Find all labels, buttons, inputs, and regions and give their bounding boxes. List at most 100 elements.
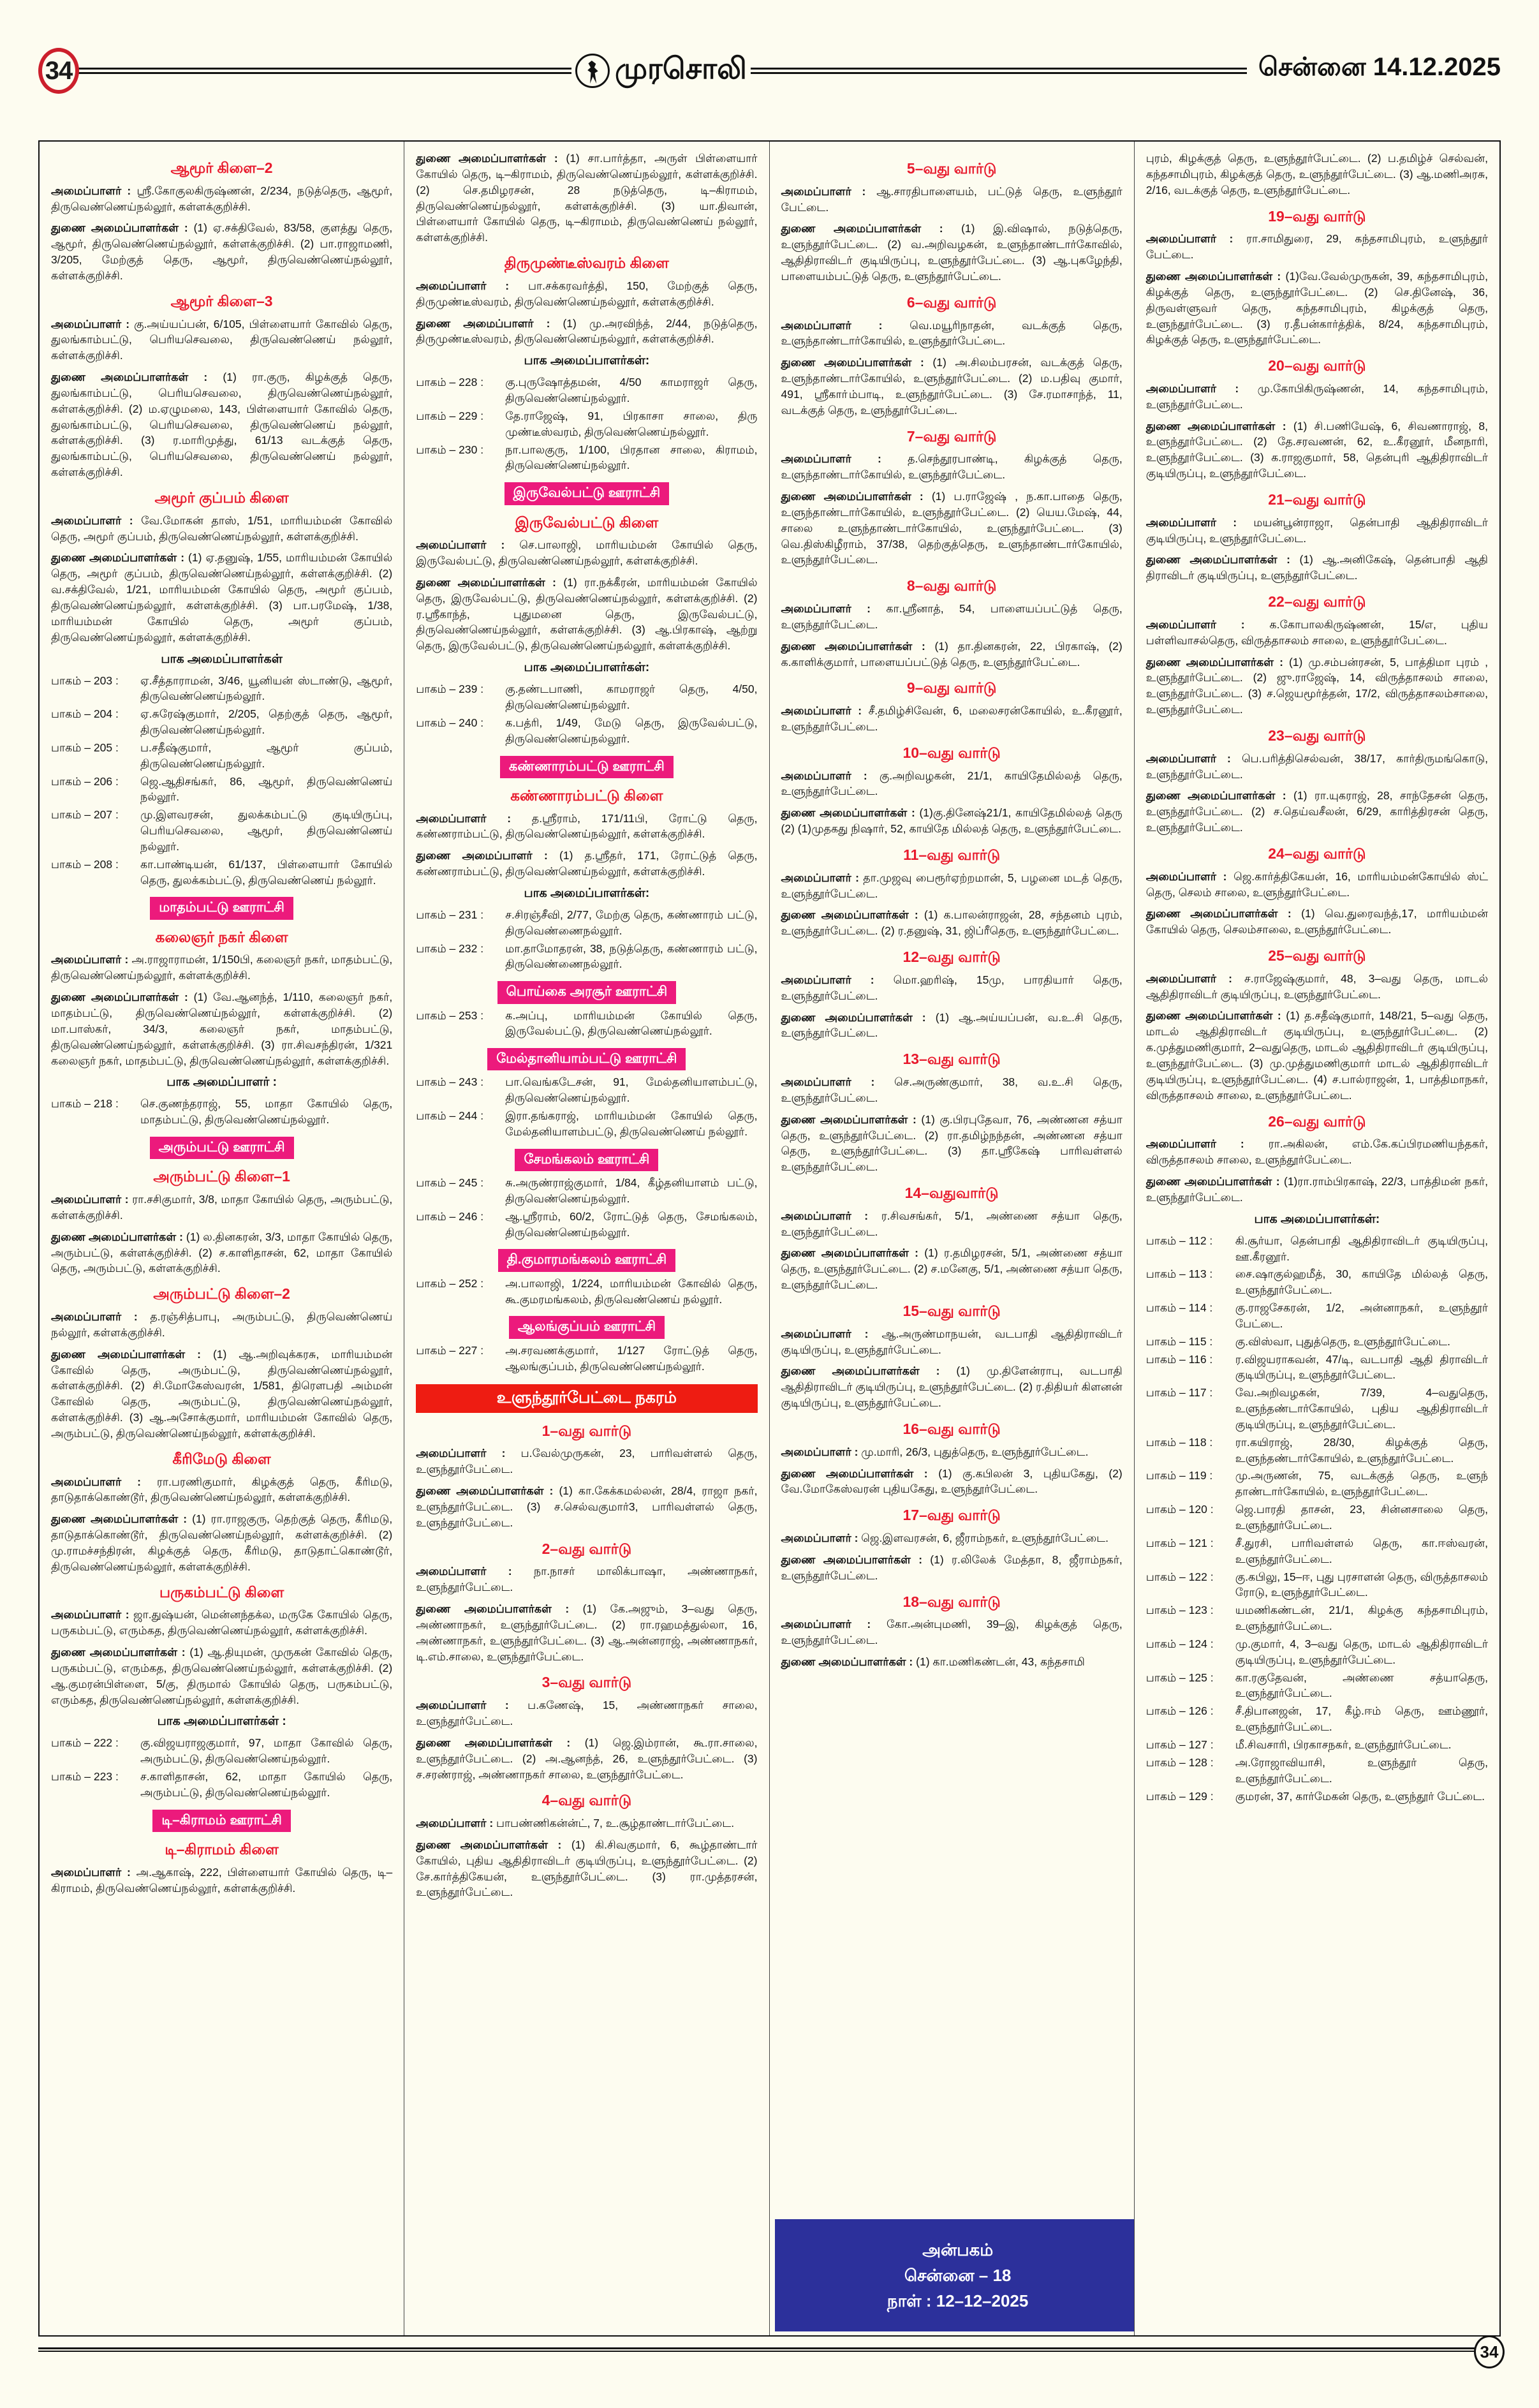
entry-role-label: அமைப்பாளர் : (781, 704, 862, 718)
ward-heading: 22–வது வார்டு (1268, 593, 1366, 610)
masthead-rule-left (75, 68, 571, 74)
part-row: பாகம் – 203 : ஏ.சீத்தாராமன், 3/46, யூனியன… (51, 673, 392, 705)
part-organizers-label: பாக அமைப்பாளர்கள் : (157, 1715, 286, 1729)
part-row: பாகம் – 117 : வே.அறிவழகன், 7/39, 4–வதுதெர… (1146, 1385, 1488, 1433)
entry-role-label: துணை அமைப்பாளர்கள் : (1145, 1174, 1280, 1188)
branch-heading: கண்ணாரம்பட்டு கிளை (510, 787, 663, 804)
branch-heading: திருமுண்டீஸ்வரம் கிளை (504, 255, 669, 272)
part-row: பாகம் – 115 : கு.விஸ்வா, புதுத்தெரு, உளுந… (1146, 1334, 1488, 1350)
entry-role-label: அமைப்பாளர் : (781, 1075, 875, 1088)
branch-heading: அரும்பட்டு கிளை–1 (153, 1168, 290, 1185)
ward-heading: 15–வது வார்டு (902, 1303, 1001, 1319)
ward-heading: 14–வதுவார்டு (904, 1185, 999, 1202)
part-organizer-name: ப.சதீஷ்குமார், ஆமூர் குப்பம், திருவெண்ணெ… (140, 741, 393, 770)
entry-paragraph: அமைப்பாளர் : நா.நாசர் மாலிக்பாஷா, அண்ணாந… (416, 1565, 758, 1594)
part-organizer-name: கா.பாண்டியன், 61/137, பிள்ளையார் கோயில் … (140, 857, 393, 887)
entry-paragraph: அமைப்பாளர் : பெ.பரித்திசெல்வன், 38/17, க… (1145, 751, 1488, 781)
entry-role-label: துணை அமைப்பாளர்கள் : (416, 1484, 554, 1498)
part-organizer-name: இரா.தங்கராஜ், மாரியம்மன் கோயில் தெரு, மே… (505, 1109, 758, 1138)
part-organizer-name: நா.பாலகுரு, 1/100, பிரதான சாலை, கிராமம்,… (505, 443, 758, 472)
part-row: பாகம் – 208 : கா.பாண்டியன், 61/137, பிள்ள… (51, 857, 392, 889)
part-row: பாகம் – 240 : க.பத்ரி, 1/49, மேடு தெரு, இ… (416, 715, 757, 747)
entry-role-label: துணை அமைப்பாளர்கள் : (781, 356, 924, 369)
entry-paragraph: துணை அமைப்பாளர்கள் : (1)கு.தினேஷ்21/1, க… (781, 806, 1123, 836)
entry-paragraph: துணை அமைப்பாளர்கள் : (1) அ.சிலம்பரசன், வ… (781, 356, 1123, 417)
entry-role-label: அமைப்பாளர் : (51, 1475, 141, 1488)
entry-role-label: துணை அமைப்பாளர்கள் : (416, 152, 558, 165)
entry-paragraph: அமைப்பாளர் : ஆ.அருண்மாநயன், வடபாதி ஆதிதி… (781, 1327, 1123, 1356)
entry-role-label: துணை அமைப்பாளர்கள் : (1145, 1009, 1281, 1023)
torch-emblem-icon (575, 54, 610, 88)
entry-paragraph: துணை அமைப்பாளர்கள் : (1) ஏ.தனுஷ், 1/55, … (51, 551, 393, 644)
part-number: பாகம் – 125 : (1145, 1671, 1214, 1684)
entry-role-label: அமைப்பாளர் : (416, 538, 505, 552)
part-number: பாகம் – 115 : (1145, 1334, 1213, 1348)
entry-paragraph: துணை அமைப்பாளர்கள் : (1) ரா.நக்கீரன், மா… (416, 575, 758, 653)
part-row: பாகம் – 253 : க.அப்பு, மாரியம்மன் கோயில் … (416, 1008, 757, 1040)
ward-heading: 19–வது வார்டு (1268, 207, 1366, 225)
part-row: பாகம் – 223 : ச.காளிதாசன், 62, மாதா கோயில… (51, 1769, 392, 1801)
entry-role-label: துணை அமைப்பாளர்கள் : (781, 639, 925, 653)
ward-heading: 1–வது வார்டு (541, 1422, 632, 1439)
part-row: பாகம் – 252 : அ.பாலாஜி, 1/224, மாரியம்மன்… (416, 1276, 757, 1308)
entry-role-label: துணை அமைப்பாளர்கள் : (416, 575, 556, 589)
part-row: பாகம் – 119 : மு.அருணன், 75, வடக்குத் தெர… (1146, 1468, 1488, 1500)
part-row: பாகம் – 120 : ஜெ.பாரதி தாசன், 23, சின்னசா… (1146, 1502, 1488, 1533)
entry-paragraph: துணை அமைப்பாளர்கள் : (1) ஜெ.இம்ரான், கூ.… (416, 1736, 758, 1781)
entry-paragraph: அமைப்பாளர் : செ.பாலாஜி, மாரியம்மன் கோயில… (416, 538, 758, 568)
part-row: பாகம் – 227 : அ.சரவணக்குமார், 1/127 ரோட்ட… (416, 1343, 757, 1375)
entry-paragraph: அமைப்பாளர் : மயன்பூன்ராஜா, தென்பாதி ஆதித… (1145, 515, 1488, 545)
part-row: பாகம் – 244 : இரா.தங்கராஜ், மாரியம்மன் கோ… (416, 1108, 757, 1140)
entry-role-label: துணை அமைப்பாளர்கள் : (51, 371, 208, 384)
masthead: 34 முரசொலி சென்னை 14.12.2025 (38, 33, 1501, 108)
entry-role-label: அமைப்பாளர் : (1145, 381, 1239, 395)
panchayat-heading: பொய்கை அரசூர் ஊராட்சி (497, 981, 677, 1004)
ward-heading: 3–வது வார்டு (541, 1674, 632, 1691)
ward-heading: 8–வது வார்டு (906, 577, 997, 595)
ward-heading: 5–வது வார்டு (906, 160, 997, 177)
entry-paragraph: அமைப்பாளர் : கு.அறிவழகன், 21/1, காயிதேமி… (781, 769, 1123, 798)
part-number: பாகம் – 218 : (51, 1097, 119, 1111)
ward-heading: 24–வது வார்டு (1268, 845, 1366, 862)
entry-role-label: அமைப்பாளர் : (416, 811, 512, 825)
entry-role-label: துணை அமைப்பாளர்கள் : (1145, 419, 1286, 432)
part-number: பாகம் – 126 : (1145, 1704, 1214, 1718)
entry-paragraph: துணை அமைப்பாளர்கள் : (1) வெ.துரைவந்த்,17… (1145, 907, 1488, 936)
entry-role-label: அமைப்பாளர் : (51, 317, 130, 330)
ward-heading: 20–வது வார்டு (1268, 357, 1366, 374)
part-organizer-name: கு.விஜயராஜகுமார், 97, மாதா கோவில் தெரு, … (140, 1736, 393, 1766)
part-number: பாகம் – 239 : (416, 683, 484, 696)
entry-paragraph: துணை அமைப்பாளர்கள் : (1) ரா.ராஜகுரு, தெற… (51, 1512, 393, 1573)
part-organizer-name: மீ.சிவசாரி, பிரகாசநகர், உளுந்தூர்பேட்டை. (1235, 1738, 1452, 1751)
panchayat-heading: இருவேல்பட்டு ஊராட்சி (504, 482, 670, 505)
panchayat-heading: மேல்தானியாம்பட்டு ஊராட்சி (487, 1048, 686, 1071)
part-number: பாகம் – 231 : (416, 908, 484, 921)
entry-paragraph: துணை அமைப்பாளர்கள் : (1)வே.வேல்முருகன், … (1145, 269, 1488, 346)
part-organizer-name: சை.ஷாகுல்ஹமீத், 30, காயிதே மில்லத் தெரு,… (1235, 1267, 1488, 1297)
part-organizer-name: யமணிகண்டன், 21/1, கிழக்கு கந்தசாமிபுரம்,… (1235, 1604, 1488, 1633)
entry-paragraph: துணை அமைப்பாளர்கள் : (1) ரா.குரு, கிழக்க… (51, 371, 393, 479)
entry-paragraph: அமைப்பாளர் : ஜெ.கார்த்திகேயன், 16, மாரிய… (1145, 869, 1488, 899)
part-row: பாகம் – 121 : சீ.துரசி, பாரிவள்ளல் தெரு, … (1146, 1535, 1488, 1567)
entry-role-label: அமைப்பாளர் : (781, 1209, 869, 1222)
part-number: பாகம் – 222 : (51, 1736, 119, 1750)
entry-paragraph: துணை அமைப்பாளர்கள் : (1) ஆ.அறிவுக்கரசு, … (51, 1347, 393, 1440)
entry-paragraph: அமைப்பாளர் : ஜா.துஷ்யன், மென்னந்தக்ல, மர… (51, 1608, 393, 1637)
entry-role-label: அமைப்பாளர் : (416, 1565, 512, 1578)
branch-heading: பருகம்பட்டு கிளை (159, 1583, 284, 1600)
part-organizer-name: கு.ராஜசேகரன், 1/2, அன்னாநகர், உளுந்தூர் … (1235, 1301, 1488, 1330)
part-organizer-name: மு.இளவரசன், துலக்கம்பட்டு குடியிருப்பு, … (140, 808, 393, 853)
panchayat-heading: தி.குமாரமங்கலம் ஊராட்சி (497, 1249, 676, 1272)
part-organizer-name: சு.அருண்ராஜ்குமார், 1/84, கீழ்தனியாளம் ப… (505, 1176, 758, 1205)
entry-role-label: அமைப்பாளர் : (1145, 971, 1232, 985)
entry-paragraph: துணை அமைப்பாளர்கள் : (1) சி.பணியேஷ், 6, … (1145, 419, 1488, 480)
entry-paragraph: அமைப்பாளர் : க.கோபாலகிருஷ்ணன், 15/எ, புத… (1145, 617, 1488, 647)
entry-role-label: துணை அமைப்பாளர்கள் : (781, 1112, 917, 1126)
entry-paragraph: அமைப்பாளர் : ரா.சாமிதுரை, 29, கந்தசாமிபு… (1145, 232, 1488, 262)
signature-panel: அன்பகம்சென்னை – 18நாள் : 12–12–2025உதயநி… (774, 2219, 1134, 2331)
entry-role-label: துணை அமைப்பாளர் : (416, 849, 548, 862)
column-4: புரம், கிழக்குத் தெரு, உளுந்தூர்பேட்டை. … (1135, 142, 1499, 2335)
entry-paragraph: புரம், கிழக்குத் தெரு, உளுந்தூர்பேட்டை. … (1145, 152, 1488, 196)
entry-role-label: துணை அமைப்பாளர்கள் : (1145, 269, 1281, 283)
part-organizer-name: ரா.கயிராஜ், 28/30, கிழக்குத் தெரு, உளுந்… (1235, 1435, 1488, 1465)
